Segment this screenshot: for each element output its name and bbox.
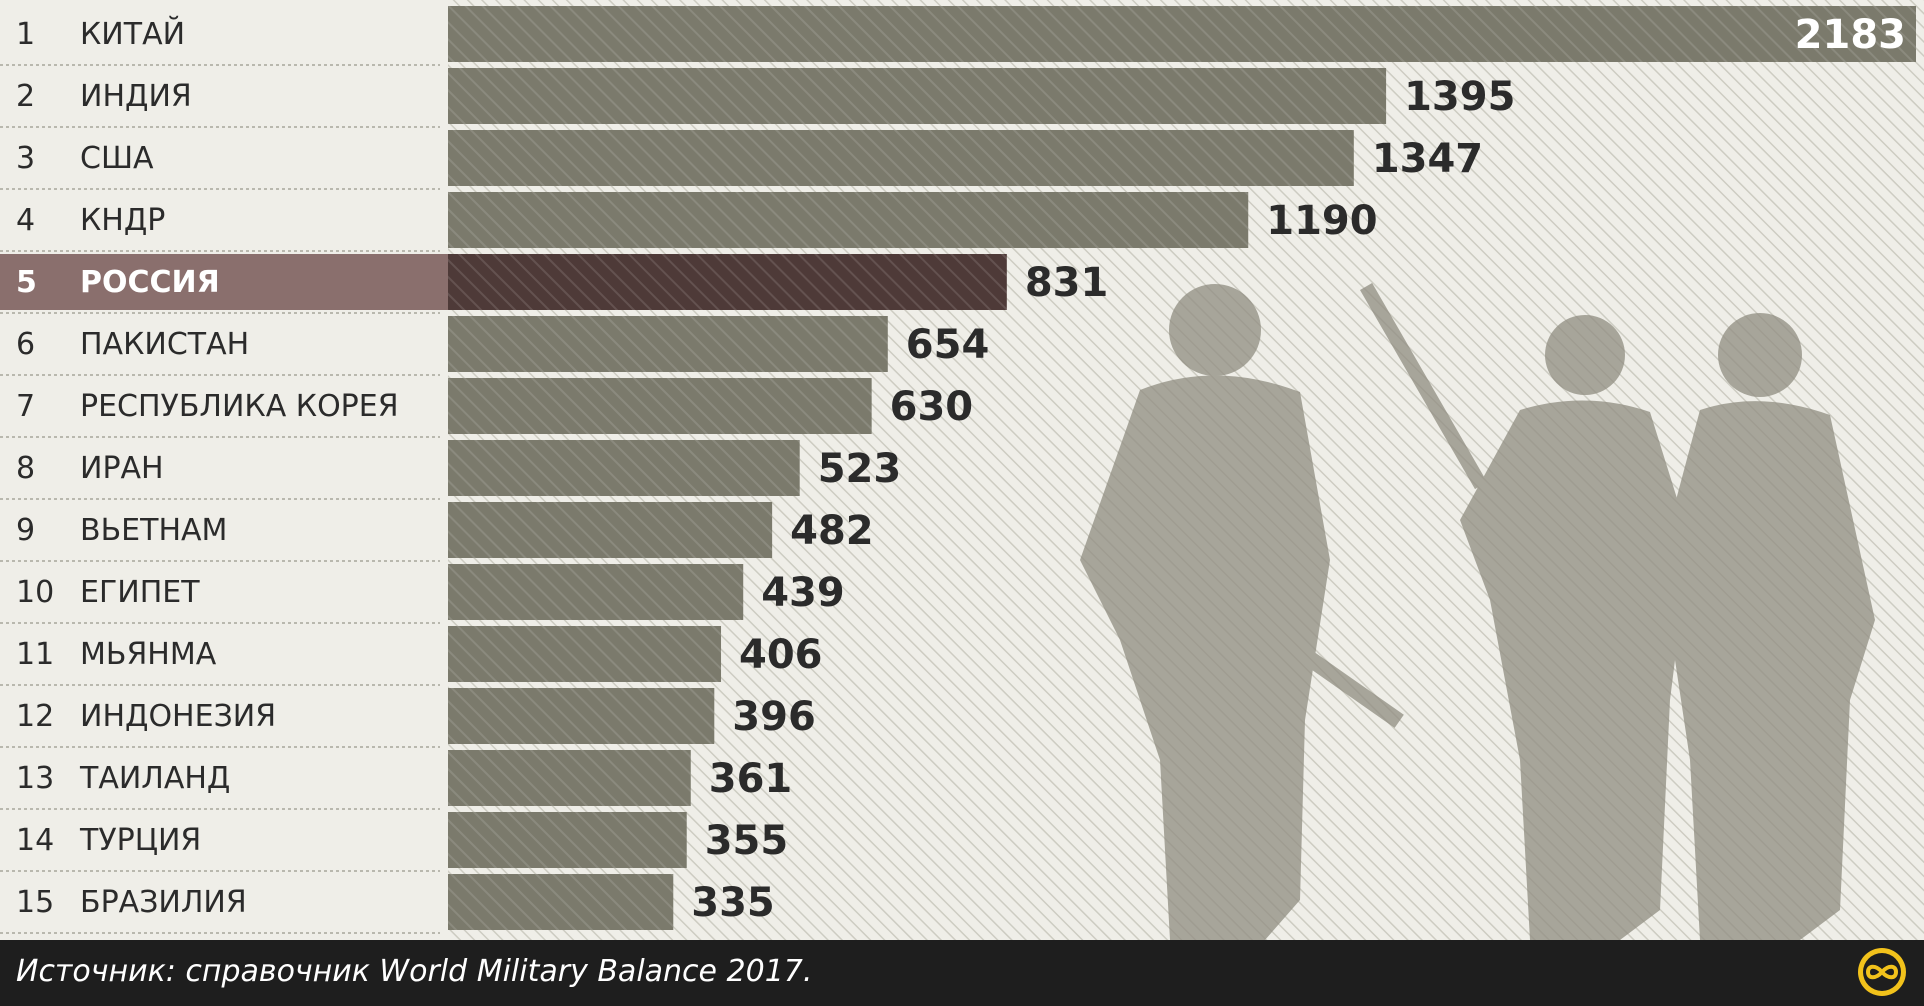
country-label: МЬЯНМА — [80, 637, 217, 672]
rank-label: 13 — [16, 761, 54, 796]
bar-texture — [448, 688, 715, 744]
bar-texture — [448, 6, 1916, 62]
bar-texture — [448, 68, 1387, 124]
country-label: КИТАЙ — [80, 16, 185, 52]
bar-texture — [448, 750, 691, 806]
bar-chart: 1 КИТАЙ 2183 2 ИНДИЯ 1395 3 США 1347 4 КНДР 1190 5 РО… — [0, 0, 1924, 940]
rank-label: 8 — [16, 451, 35, 486]
value-label: 654 — [906, 322, 990, 368]
bar-texture — [448, 130, 1354, 186]
value-label: 406 — [739, 632, 823, 678]
highlight-row-background — [0, 254, 448, 310]
value-label: 831 — [1025, 260, 1109, 306]
chart-area: 1 КИТАЙ 2183 2 ИНДИЯ 1395 3 США 1347 4 КНДР 1190 5 РО… — [0, 0, 1924, 940]
bar-texture — [448, 874, 674, 930]
country-label: США — [80, 141, 154, 176]
country-label: ТУРЦИЯ — [79, 823, 201, 858]
country-label: КНДР — [80, 203, 165, 238]
value-label: 630 — [890, 384, 974, 430]
value-label: 396 — [732, 694, 816, 740]
value-label: 335 — [691, 880, 775, 926]
rank-label: 5 — [16, 265, 37, 300]
soldier-silhouettes — [1080, 282, 1875, 940]
value-label: 1395 — [1404, 74, 1515, 120]
rank-label: 12 — [16, 699, 54, 734]
bar-texture — [448, 378, 872, 434]
value-label: 1347 — [1372, 136, 1483, 182]
bar-texture — [448, 440, 800, 496]
value-label: 523 — [818, 446, 902, 492]
country-label: ЕГИПЕТ — [80, 575, 200, 610]
rank-label: 9 — [16, 513, 35, 548]
bar-texture — [448, 192, 1249, 248]
infinity-logo-icon — [1858, 948, 1906, 996]
value-label: 439 — [761, 570, 845, 616]
source-note: Источник: справочник World Military Bala… — [16, 954, 813, 989]
bar-texture — [448, 812, 687, 868]
rank-label: 10 — [16, 575, 54, 610]
bar-texture — [448, 254, 1007, 310]
footer: Источник: справочник World Military Bala… — [0, 940, 1924, 1006]
rank-label: 1 — [16, 17, 35, 52]
value-label: 482 — [790, 508, 874, 554]
bar-texture — [448, 502, 773, 558]
value-label: 355 — [705, 818, 789, 864]
country-label: ИРАН — [80, 451, 164, 486]
value-label: 1190 — [1266, 198, 1377, 244]
bar-texture — [448, 316, 888, 372]
bar-texture — [448, 564, 744, 620]
country-label: БРАЗИЛИЯ — [80, 885, 247, 920]
value-label: 2183 — [1795, 12, 1906, 58]
country-label: ВЬЕТНАМ — [80, 513, 227, 548]
country-label: РОССИЯ — [80, 265, 220, 300]
rank-label: 4 — [16, 203, 35, 238]
country-label: ИНДОНЕЗИЯ — [80, 699, 276, 734]
value-label: 361 — [709, 756, 793, 802]
country-label: ТАИЛАНД — [79, 761, 230, 796]
country-label: ПАКИСТАН — [80, 327, 249, 362]
rank-label: 15 — [16, 885, 54, 920]
rank-label: 11 — [16, 637, 54, 672]
country-label: ИНДИЯ — [80, 79, 192, 114]
country-label: РЕСПУБЛИКА КОРЕЯ — [80, 389, 399, 424]
rank-label: 3 — [16, 141, 35, 176]
rank-label: 7 — [16, 389, 35, 424]
bar-texture — [448, 626, 722, 682]
rank-label: 2 — [16, 79, 35, 114]
rank-label: 6 — [16, 327, 35, 362]
rank-label: 14 — [16, 823, 54, 858]
